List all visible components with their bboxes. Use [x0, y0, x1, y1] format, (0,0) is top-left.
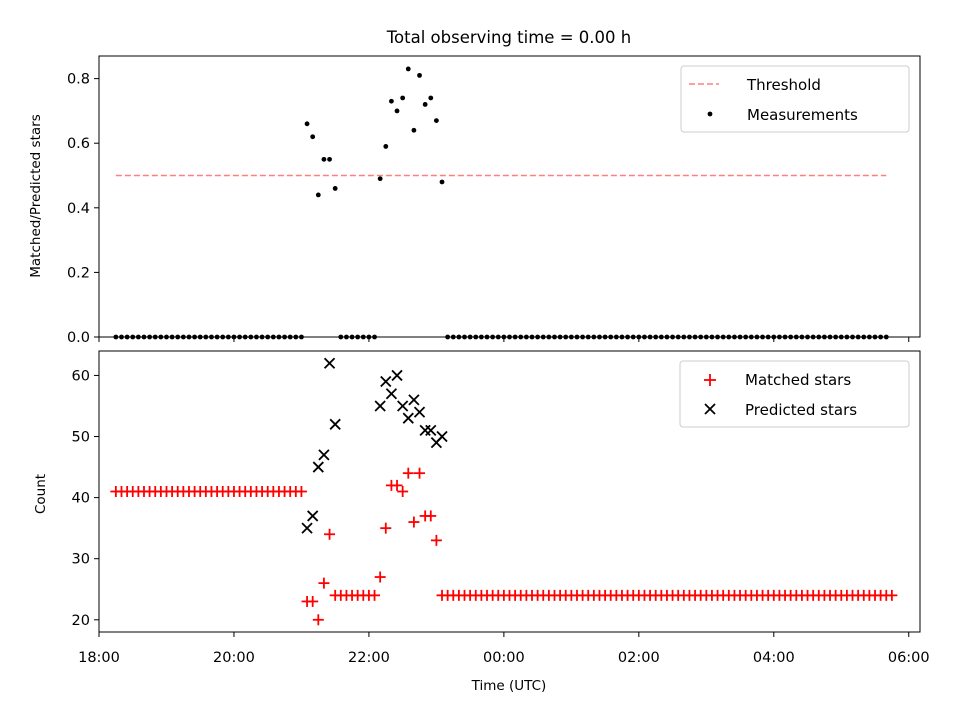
bottom-panel-x-ticks: 18:00 20:00 22:00 00:00 02:00 04:00 06:00	[78, 632, 930, 666]
bottom-x-tick-label: 00:00	[483, 650, 525, 666]
matched-star-point	[408, 516, 420, 528]
legend-matched-label: Matched stars	[745, 371, 851, 389]
measurement-point	[310, 134, 316, 140]
predicted-star-point	[385, 388, 398, 400]
legend-measurements-label: Measurements	[747, 106, 858, 124]
bottom-panel-y-ticks: 20 30 40 50 60	[72, 368, 99, 629]
bottom-x-tick-label: 04:00	[753, 650, 795, 666]
predicted-star-point	[323, 357, 336, 369]
predicted-star-point	[307, 510, 319, 522]
measurement-point	[332, 186, 338, 191]
matched-star-point	[397, 486, 409, 497]
matched-star-point	[369, 589, 381, 601]
top-panel-y-axis-label: Matched/Predicted stars	[28, 114, 44, 277]
measurement-point	[377, 176, 383, 182]
predicted-star-point	[436, 430, 448, 443]
bottom-panel-frame	[98, 350, 921, 633]
measurement-point	[394, 108, 400, 114]
legend-threshold-label: Threshold	[746, 76, 821, 94]
predicted-star-point	[391, 369, 403, 382]
matched-star-point	[391, 479, 403, 491]
legend-predicted-x-icon	[704, 403, 716, 415]
measurement-point	[422, 102, 428, 107]
matched-star-point	[402, 467, 414, 479]
bottom-panel-x-axis-label: Time (UTC)	[471, 678, 547, 694]
matched-stars-layer	[110, 467, 898, 626]
top-panel-legend: Threshold Measurements	[680, 65, 910, 133]
measurement-point	[389, 98, 394, 104]
measurement-point	[400, 95, 406, 101]
measurement-point	[433, 118, 439, 123]
predicted-star-point	[301, 522, 313, 534]
bottom-x-tick-label: 22:00	[348, 650, 390, 666]
predicted-star-point	[329, 418, 341, 430]
top-y-tick-label: 0.2	[67, 265, 90, 281]
predicted-star-point	[413, 406, 426, 418]
measurement-point	[321, 156, 327, 162]
measurement-point	[315, 192, 321, 198]
matched-star-point	[425, 510, 437, 522]
bottom-panel: Count Time (UTC) 20 30 40 50 60 18:00 20:00 22…	[33, 350, 930, 694]
bottom-y-tick-label: 40	[72, 491, 90, 507]
predicted-star-point	[408, 394, 420, 406]
bottom-x-tick-label: 02:00	[618, 650, 660, 666]
top-y-tick-label: 0.8	[67, 72, 90, 88]
predicted-star-point	[397, 400, 409, 412]
matched-star-point	[318, 577, 330, 589]
top-panel-title: Total observing time = 0.00 h	[386, 28, 631, 47]
bottom-panel-y-axis-label: Count	[33, 474, 49, 514]
bottom-y-tick-label: 50	[72, 430, 90, 446]
matched-star-point	[307, 595, 319, 607]
predicted-stars-layer	[301, 357, 448, 534]
bottom-x-tick-label: 20:00	[213, 650, 255, 666]
matched-star-point	[374, 571, 386, 583]
bottom-x-tick-label: 06:00	[888, 650, 930, 666]
measurement-point	[439, 179, 445, 185]
measurement-point	[304, 121, 310, 127]
predicted-star-point	[312, 461, 324, 473]
top-panel: Total observing time = 0.00 h Matched/Pr…	[28, 28, 921, 346]
predicted-star-point	[374, 400, 386, 412]
bottom-panel-legend: Matched stars Predicted stars	[679, 360, 910, 428]
top-panel-frame	[98, 55, 921, 338]
predicted-star-point	[380, 375, 392, 388]
matched-star-point	[380, 522, 392, 534]
measurement-point	[327, 156, 332, 162]
measurement-point	[417, 72, 422, 78]
measurement-point	[428, 95, 434, 101]
bottom-x-tick-label: 18:00	[78, 650, 120, 666]
bottom-y-tick-label: 60	[72, 368, 90, 384]
matched-star-point	[414, 467, 426, 479]
top-panel-x-ticks	[98, 337, 910, 342]
top-y-tick-label: 0.0	[67, 330, 90, 346]
matched-star-point	[886, 589, 898, 601]
legend-predicted-label: Predicted stars	[745, 401, 857, 419]
measurement-point	[405, 66, 411, 72]
measurement-point	[411, 127, 417, 133]
top-panel-y-ticks: 0.0 0.2 0.4 0.6 0.8	[67, 72, 99, 346]
top-y-tick-label: 0.6	[67, 136, 90, 152]
measurement-point	[383, 144, 389, 149]
matched-star-point	[324, 528, 336, 540]
legend-matched-plus-icon	[704, 374, 716, 386]
matched-star-point	[295, 486, 307, 497]
bottom-y-tick-label: 20	[72, 613, 90, 629]
top-y-tick-label: 0.4	[67, 201, 90, 217]
predicted-star-point	[425, 424, 437, 437]
bottom-panel-legend-box	[679, 360, 910, 428]
matched-star-point	[430, 534, 442, 546]
bottom-y-tick-label: 30	[72, 552, 90, 568]
top-panel-legend-box	[680, 65, 910, 133]
legend-measurements-dot-icon	[707, 111, 713, 117]
predicted-star-point	[318, 449, 330, 461]
predicted-star-point	[402, 412, 414, 424]
matched-star-point	[312, 614, 324, 626]
